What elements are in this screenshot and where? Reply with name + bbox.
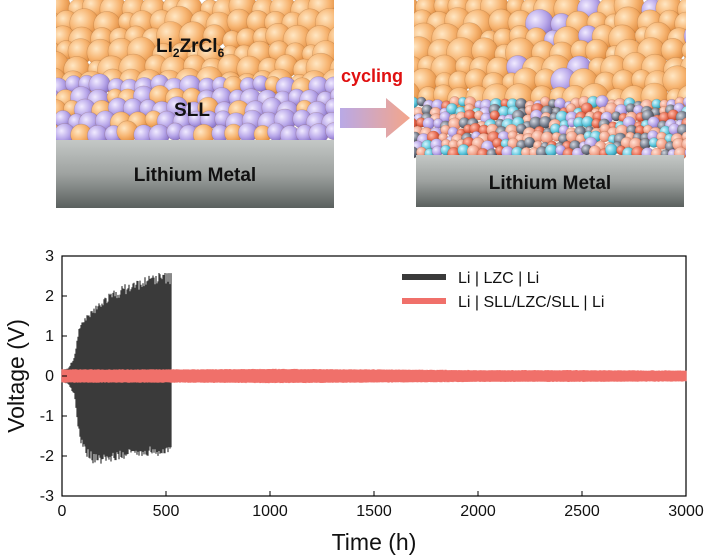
- decomposition-particle: [414, 127, 415, 133]
- x-tick-label: 0: [58, 503, 67, 520]
- y-tick-label: -2: [40, 448, 54, 465]
- legend-entry-label: Li | LZC | Li: [458, 270, 539, 287]
- y-tick-label: 0: [45, 368, 54, 385]
- legend: Li | LZC | Li Li | SLL/LZC/SLL | Li: [402, 270, 604, 311]
- sll-particle: [37, 79, 53, 95]
- left-lithium-metal-block: [56, 140, 334, 208]
- lzc-particle: [687, 70, 711, 97]
- decomposition-particle: [681, 138, 686, 151]
- lzc-particle: [414, 29, 418, 48]
- sll-particle: [56, 114, 59, 127]
- x-axis-title: Time (h): [332, 529, 417, 555]
- decomposition-particle: [403, 135, 412, 144]
- x-tick-label: 1500: [356, 503, 392, 520]
- decomposition-particle: [686, 110, 697, 121]
- lzc-particle: [414, 17, 416, 29]
- left-lithium-metal-label: Lithium Metal: [134, 165, 256, 186]
- y-tick-label: 3: [45, 248, 54, 265]
- x-tick-label: 1000: [252, 503, 288, 520]
- sll-particle: [325, 122, 334, 141]
- series-li-lzc-li: [61, 273, 172, 464]
- lzc-particle: [333, 6, 334, 13]
- y-tick-label: 1: [45, 328, 54, 345]
- y-tick-label: -3: [40, 488, 54, 505]
- lzc-formula-label: Li2ZrCl6: [156, 36, 225, 60]
- y-tick-label: 2: [45, 288, 54, 305]
- decomposition-particle: [489, 110, 500, 121]
- lzc-particle: [681, 42, 686, 59]
- ticks-layer: 0 500 1000 1500 2000 2500 3000 -3 -2 -1 0 1 2 3: [40, 248, 704, 520]
- decomposition-particle: [684, 148, 686, 157]
- voltage-time-chart: 0 500 1000 1500 2000 2500 3000 -3 -2 -1 0 1 2 3 Li | …: [3, 248, 704, 555]
- cycling-arrow-icon: [340, 98, 410, 138]
- x-tick-label: 500: [153, 503, 180, 520]
- right-lithium-metal-block: [416, 155, 684, 207]
- lzc-particle: [56, 36, 57, 41]
- series-li-sll-lzc-sll-li: [61, 368, 687, 384]
- y-tick-label: -1: [40, 408, 54, 425]
- lzc-particle: [333, 48, 334, 52]
- schematic-right: Lithium Metal: [386, 0, 711, 207]
- cycling-label: cycling: [341, 66, 403, 86]
- x-tick-label: 3000: [668, 503, 704, 520]
- decomposition-particle: [414, 140, 415, 146]
- lzc-particle: [386, 41, 411, 66]
- y-axis-title: Voltage (V): [3, 319, 29, 433]
- right-particle-stack: [386, 0, 711, 160]
- series-trace: [61, 273, 172, 464]
- sll-label: SLL: [174, 100, 210, 121]
- schematic-left: Lithium Metal Li2ZrCl6 SLL: [37, 0, 334, 208]
- legend-entry-label: Li | SLL/LZC/SLL | Li: [458, 294, 604, 311]
- lzc-particle: [683, 28, 686, 44]
- decomposition-particle: [604, 143, 618, 157]
- x-tick-label: 2000: [460, 503, 496, 520]
- right-lithium-metal-label: Lithium Metal: [489, 173, 611, 194]
- series-trace: [61, 368, 687, 384]
- x-tick-label: 2500: [564, 503, 600, 520]
- cycling-arrow: cycling: [340, 66, 410, 138]
- decomposition-particle: [682, 96, 686, 107]
- left-particle-stack: [37, 0, 334, 142]
